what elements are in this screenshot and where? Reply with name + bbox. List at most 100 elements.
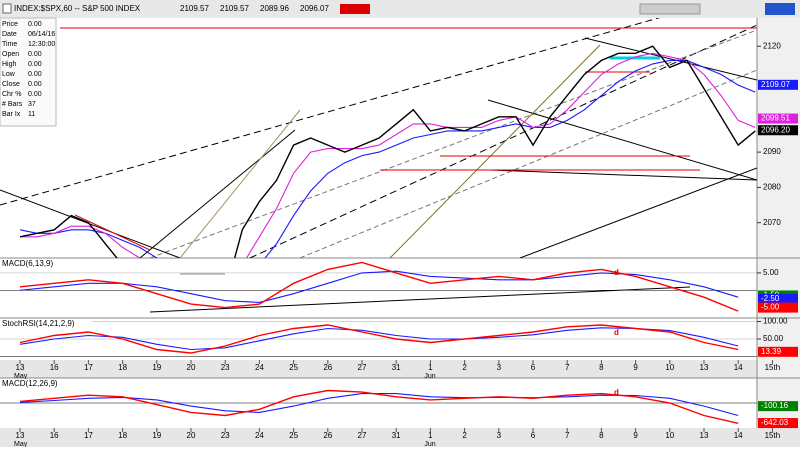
x-tick-label: 27 [358,431,367,440]
x-tick-label: 19 [152,431,161,440]
value-badge [758,79,798,90]
month-label: May [14,441,28,447]
value-badge [758,113,798,124]
x-tick-label: 10 [665,363,674,372]
value-label: 2099.51 [761,114,790,123]
x-tick-label: 13 [16,363,25,372]
info-label: Date [2,31,17,38]
x-tick-label: 17 [84,363,93,372]
value-label: -100.16 [761,401,789,410]
quotes: 2109.57 2109.57 2089.96 2096.07 [180,4,370,14]
x-tick-label: 14 [734,363,743,372]
x-tick-label: 2 [462,431,467,440]
value-label: -642.03 [761,418,789,427]
x-tick-label: 23 [221,431,230,440]
quote: 2109.57 [180,4,209,13]
series-line [20,52,756,258]
x-tick-label: 2 [462,363,467,372]
info-label: Open [2,51,19,58]
y-tick-label: 100.00 [763,317,788,326]
series-line [19,261,739,312]
x-tick-label: 3 [497,363,502,372]
y-tick-label: 2120 [763,41,781,50]
info-label: Low [2,71,16,78]
x-tick-label: 15th [765,431,781,440]
x-tick-label: 10 [665,431,674,440]
info-value: 0.00 [28,71,42,78]
x-tick-label: 31 [392,431,401,440]
x-tick-label: 18 [118,431,127,440]
annotation: d [614,268,619,277]
series-line [19,45,756,258]
info-label: Chr % [2,91,21,98]
value-label: 13.39 [761,347,782,356]
annotation: d [614,388,619,397]
value-label: -5.00 [761,303,780,312]
info-label: # Bars [2,101,23,108]
info-value: 0.00 [28,91,42,98]
date-row [0,360,757,378]
x-tick-label: 13 [16,431,25,440]
info-label: Time [2,41,17,48]
x-tick-label: 6 [531,431,536,440]
panel-title-bg [0,259,60,269]
x-tick-label: 23 [221,363,230,372]
toolbar[interactable] [639,3,701,15]
x-tick-label: 27 [358,363,367,372]
value-badge [758,401,798,412]
info-label: Bar Ix [2,111,21,118]
x-tick-label: 26 [323,363,332,372]
x-tick-label: 18 [118,363,127,372]
trendlines [0,18,757,258]
x-tick-label: 8 [599,431,604,440]
x-tick-label: 13 [700,363,709,372]
chart-title: INDEX:$SPX,60 -- S&P 500 INDEX [14,4,141,13]
x-tick-label: 24 [255,431,264,440]
info-panel [0,17,57,127]
y-tick-label: 5.00 [763,268,779,277]
quote: 2109.57 [220,4,249,13]
panel-title-bg [0,379,64,389]
x-tick-label: 19 [152,363,161,372]
info-value: 0.00 [28,81,42,88]
x-tick-label: 17 [84,431,93,440]
info-value: 0.00 [28,61,42,68]
info-value: 0.00 [28,21,42,28]
x-tick-label: 9 [633,363,638,372]
x-tick-label: 8 [599,363,604,372]
quote-badge [340,4,370,14]
info-box: Price 0.00 Date 06/14/16 Time 12:30:00 Open 0.0… [0,17,57,127]
y-tick-label: 2090 [763,147,781,156]
y-tick-label: 2080 [763,183,781,192]
info-label: High [2,61,17,68]
y-tick-label: 50.00 [763,334,784,343]
info-value: 12:30:00 [28,41,55,48]
panel-title: StochRSI(14,21,2,9) [2,319,75,328]
window-buttons[interactable] [765,3,795,15]
x-tick-label: 20 [187,431,196,440]
x-tick-label: 3 [497,431,502,440]
x-tick-label: 16 [50,431,59,440]
info-label: Close [2,81,20,88]
value-label: 2109.07 [761,80,790,89]
series-line [19,389,739,424]
title-bar [0,0,800,18]
panel-title: MACD(6,13,9) [2,259,53,268]
date-axis [0,428,800,447]
value-badge [758,302,798,313]
panel-title-bg [0,319,92,329]
panel-title: MACD(12,26,9) [2,379,58,388]
x-tick-label: 31 [392,363,401,372]
value-label: 2096.20 [761,125,790,134]
x-tick-label: 6 [531,363,536,372]
x-tick-label: 24 [255,363,264,372]
quote: 2096.07 [300,4,329,13]
x-tick-label: 25 [289,431,298,440]
info-value: 11 [28,111,35,118]
x-tick-label: 26 [323,431,332,440]
icon [2,3,12,14]
x-tick-label: 13 [700,431,709,440]
series-line [19,327,739,351]
